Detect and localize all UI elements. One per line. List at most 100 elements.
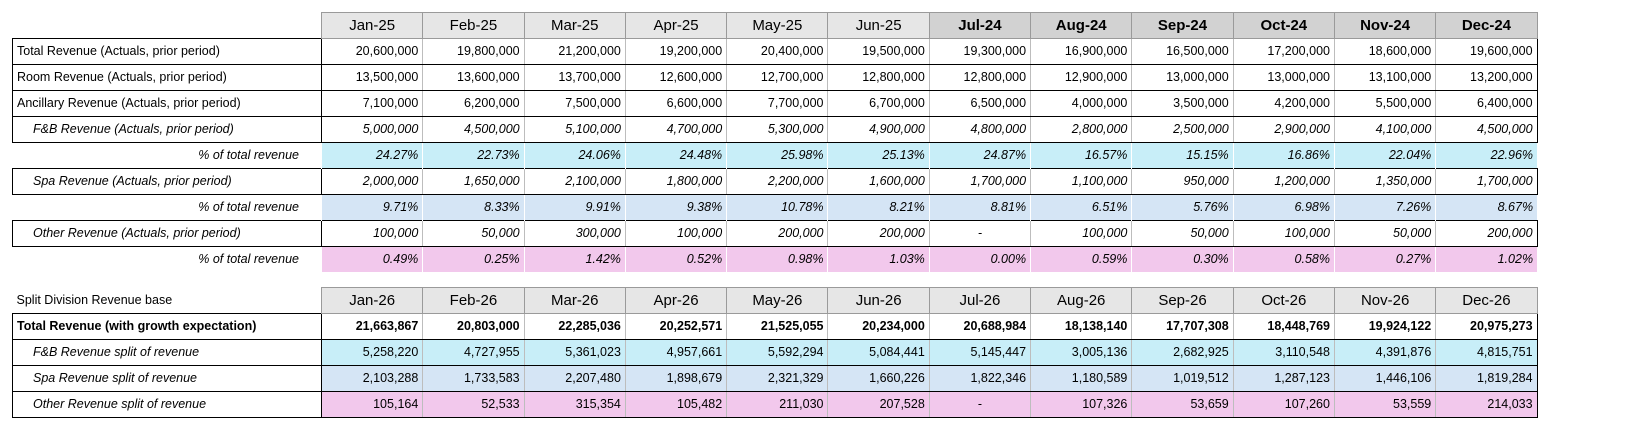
value-cell: 8.21% (827, 194, 930, 220)
value-cell: 7,500,000 (523, 89, 626, 117)
value-cell: 24.48% (624, 142, 727, 168)
value-cell: 2,207,480 (523, 364, 626, 392)
row-label: Spa Revenue (Actuals, prior period) (12, 167, 322, 195)
revenue-row: F&B Revenue (Actuals, prior period) 5,000… (12, 115, 1538, 143)
value-cell: 9.91% (523, 194, 626, 220)
value-cell: 53,559 (1333, 390, 1437, 418)
value-cell: 13,000,000 (1131, 63, 1234, 91)
value-cell: 19,200,000 (624, 37, 728, 65)
value-cell: 12,800,000 (827, 63, 930, 91)
value-cell: 1,287,123 (1232, 364, 1335, 392)
value-cell: 0.52% (624, 246, 727, 272)
value-cell: 2,800,000 (1030, 115, 1133, 143)
value-cell: 105,164 (320, 390, 424, 418)
value-cell: 4,957,661 (624, 338, 728, 366)
value-cell: 16,500,000 (1131, 37, 1234, 65)
month-header: Mar-25 (523, 12, 626, 39)
value-cell: 16,900,000 (1030, 37, 1133, 65)
month-header: Sep-24 (1131, 12, 1234, 39)
value-cell: 1,700,000 (1435, 167, 1538, 195)
month-header: Feb-26 (422, 287, 525, 314)
month-header: Oct-26 (1232, 287, 1335, 314)
value-cell: 4,500,000 (1435, 115, 1538, 143)
value-cell: 20,400,000 (726, 37, 829, 65)
value-cell: 9.38% (624, 194, 727, 220)
value-cell: 1,100,000 (1030, 167, 1133, 195)
value-cell: 1,733,583 (422, 364, 525, 392)
month-header: Apr-26 (624, 287, 728, 314)
row-label: % of total revenue (198, 148, 299, 162)
value-cell: - (928, 219, 1032, 247)
value-cell: 4,100,000 (1333, 115, 1437, 143)
value-cell: 0.27% (1333, 246, 1436, 272)
month-header-row: Jan-25 Feb-25 Mar-25 Apr-25 May-25 Jun-25 Jul-… (13, 12, 1538, 39)
value-cell: 5.76% (1131, 194, 1234, 220)
value-cell: 5,258,220 (320, 338, 424, 366)
row-label: Total Revenue (Actuals, prior period) (12, 37, 322, 65)
value-cell: 22.04% (1333, 142, 1436, 168)
value-cell: 0.25% (422, 246, 525, 272)
month-header: Oct-24 (1232, 12, 1335, 39)
value-cell: 5,084,441 (827, 338, 930, 366)
value-cell: 19,924,122 (1333, 312, 1437, 340)
value-cell: 19,800,000 (422, 37, 525, 65)
value-cell: 15.15% (1131, 142, 1234, 168)
value-cell: 4,700,000 (624, 115, 728, 143)
prior-period-revenue-table: Jan-25 Feb-25 Mar-25 Apr-25 May-25 Jun-25 Jul-… (12, 12, 1538, 272)
value-cell: 18,600,000 (1333, 37, 1437, 65)
row-label: F&B Revenue (Actuals, prior period) (12, 115, 322, 143)
value-cell: 1.02% (1435, 246, 1538, 272)
revenue-row: Other Revenue split of revenue 105,164 52,… (12, 390, 1538, 418)
value-cell: 24.06% (523, 142, 626, 168)
value-cell: 6,200,000 (422, 89, 525, 117)
month-header-row: Split Division Revenue base Jan-26 Feb-26 M… (13, 287, 1538, 314)
value-cell: 2,200,000 (726, 167, 829, 195)
value-cell: 211,030 (726, 390, 829, 418)
value-cell: 20,234,000 (827, 312, 930, 340)
revenue-row: Other Revenue (Actuals, prior period) 100… (12, 219, 1538, 247)
row-label: % of total revenue (198, 200, 299, 214)
row-label: Ancillary Revenue (Actuals, prior period… (12, 89, 322, 117)
value-cell: 4,900,000 (827, 115, 930, 143)
value-cell: 315,354 (523, 390, 626, 418)
row-label: Room Revenue (Actuals, prior period) (12, 63, 322, 91)
value-cell: 5,300,000 (726, 115, 829, 143)
value-cell: 1.42% (523, 246, 626, 272)
value-cell: 200,000 (1435, 219, 1538, 247)
value-cell: 3,500,000 (1131, 89, 1234, 117)
month-header: Jul-26 (928, 287, 1032, 314)
value-cell: 13,100,000 (1333, 63, 1437, 91)
value-cell: 2,103,288 (320, 364, 424, 392)
value-cell: 5,361,023 (523, 338, 626, 366)
value-cell: 1,446,106 (1333, 364, 1437, 392)
value-cell: 25.13% (827, 142, 930, 168)
table-title: Split Division Revenue base (16, 293, 173, 307)
month-header: Mar-26 (523, 287, 626, 314)
value-cell: 22.96% (1435, 142, 1538, 168)
value-cell: 107,326 (1030, 390, 1133, 418)
value-cell: 4,200,000 (1232, 89, 1335, 117)
value-cell: 0.98% (726, 246, 828, 272)
value-cell: 5,145,447 (928, 338, 1032, 366)
value-cell: 16.86% (1232, 142, 1335, 168)
revenue-row: Total Revenue (with growth expectation) 2… (12, 312, 1538, 340)
value-cell: 20,252,571 (624, 312, 728, 340)
value-cell: 6,600,000 (624, 89, 728, 117)
value-cell: 2,100,000 (523, 167, 626, 195)
value-cell: 300,000 (523, 219, 626, 247)
value-cell: 2,321,329 (726, 364, 829, 392)
value-cell: 50,000 (422, 219, 525, 247)
value-cell: 5,500,000 (1333, 89, 1437, 117)
value-cell: 6,500,000 (928, 89, 1032, 117)
value-cell: 22,285,036 (523, 312, 626, 340)
value-cell: 200,000 (827, 219, 930, 247)
value-cell: 107,260 (1232, 390, 1335, 418)
revenue-row: Spa Revenue (Actuals, prior period) 2,000… (12, 167, 1538, 195)
month-header: Aug-24 (1030, 12, 1133, 39)
value-cell: 20,600,000 (320, 37, 424, 65)
month-header: Feb-25 (422, 12, 525, 39)
value-cell: 3,110,548 (1232, 338, 1335, 366)
value-cell: 17,200,000 (1232, 37, 1335, 65)
value-cell: 13,000,000 (1232, 63, 1335, 91)
value-cell: 100,000 (1030, 219, 1133, 247)
